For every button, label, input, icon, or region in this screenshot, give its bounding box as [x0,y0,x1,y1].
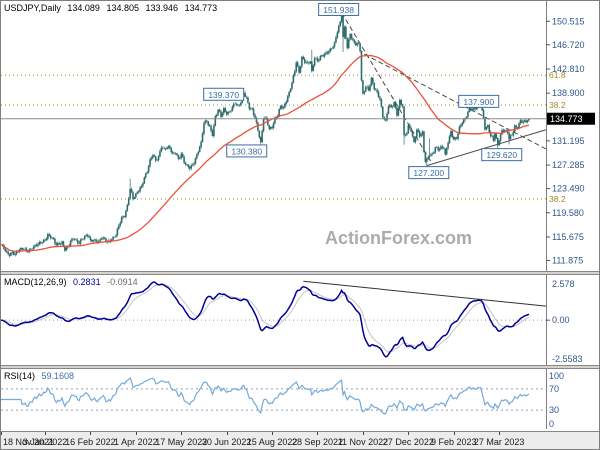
price-annotation-box[interactable] [226,144,268,158]
panel-splitter[interactable] [1,365,599,369]
macd-main-value: 0.2831 [73,277,101,287]
price-tick-label: 123.490 [552,184,585,194]
current-price-text: 134.773 [550,114,583,124]
price-tick-label: 119.580 [552,208,584,218]
rsi-header: RSI(14) 59.1608 [4,371,78,381]
date-tick [44,432,46,435]
fib-level-label: 38.2 [549,194,566,204]
date-label: 11 Nov 2022 [337,437,389,447]
price-annotation-text: 139.370 [208,90,239,100]
price-tick-label: 146.720 [552,40,585,50]
date-tick [226,432,228,435]
macd-label: MACD(12,26,9) [4,277,67,287]
date-axis[interactable]: 18 Nov 2021 3 Jan 2022 16 Feb 2022 1 Apr 20… [1,431,599,449]
panel-splitter[interactable] [1,271,599,275]
fib-level-label: 38.2 [549,100,566,110]
rsi-label: RSI(14) [4,371,36,381]
price-annotation-text: 137.900 [463,97,494,107]
low-value: 133.946 [145,3,179,13]
date-label: 16 Feb 2022 [65,437,116,447]
price-annotation-box[interactable] [203,87,245,101]
macd-tick-label: 2.578 [552,279,575,289]
price-tick-label: 111.875 [552,255,583,265]
price-tick-label: 127.285 [552,160,585,170]
date-tick [408,432,410,435]
rsi-tick-label: 100 [549,371,564,381]
price-tick-label: 115.675 [552,232,584,242]
open-value: 134.089 [67,3,100,13]
date-tick [362,432,364,435]
macd-header: MACD(12,26,9) 0.2831 -0.0914 [4,277,142,287]
trendline[interactable] [426,129,547,167]
symbol-ohlc-header: USDJPY,Daily 134.089 134.805 133.946 134… [4,3,221,13]
price-annotation-box[interactable] [408,166,450,180]
date-label: 27 Mar 2023 [473,437,525,447]
date-label: 27 Dec 2022 [382,437,434,447]
macd-signal-line [1,284,530,353]
date-tick [272,432,274,435]
date-tick [499,432,501,435]
trendline[interactable] [341,12,432,163]
date-tick [453,432,455,435]
trendline[interactable] [364,53,547,150]
macd-signal-value: -0.0914 [107,277,138,287]
watermark: ActionForex.com [325,228,473,248]
rsi-chart[interactable]: 100 70 30 0 [1,369,600,429]
date-label: 9 Feb 2023 [430,437,477,447]
price-annotation-box[interactable] [458,94,500,108]
price-tick-label: 131.195 [552,136,585,146]
close-value: 134.773 [184,3,218,13]
moving-average-line [1,54,530,253]
symbol-timeframe: USDJPY,Daily [4,3,61,13]
price-chart[interactable]: 61.8 38.2 38.2 151.938 139.370 130.380 137.900… [1,1,600,271]
macd-trendline[interactable] [303,280,547,307]
macd-main-line [1,281,530,358]
price-tick-label: 138.900 [552,88,585,98]
date-tick [1,432,2,435]
macd-tick-label: -2.5583 [552,354,583,364]
current-price-tag [547,112,595,125]
date-label: 30 Jun 2022 [201,437,252,447]
price-annotation-text: 129.620 [486,150,517,160]
price-annotation-text: 151.938 [323,5,354,15]
rsi-tick-label: 0 [549,419,554,429]
date-label: 3 Jan 2022 [22,437,68,447]
macd-tick-label: 0.00 [552,315,570,325]
date-tick [181,432,183,435]
high-value: 134.805 [106,3,139,13]
date-label: 15 Aug 2022 [246,437,298,447]
price-tick-label: 150.515 [552,16,585,26]
date-label: 28 Sep 2022 [291,437,344,447]
price-annotation-box[interactable] [318,2,360,16]
date-label: 17 May 2022 [155,437,208,447]
price-annotation-box[interactable] [481,148,523,162]
date-label: 18 Nov 2021 [3,437,55,447]
price-annotation-text: 127.200 [413,168,444,178]
macd-chart[interactable]: 2.578 0.00 -2.5583 [1,275,600,365]
rsi-tick-label: 70 [549,384,559,394]
price-tick-label: 142.810 [552,64,585,74]
rsi-tick-label: 30 [549,405,559,415]
date-tick [135,432,137,435]
rsi-line [1,377,530,415]
date-tick [317,432,319,435]
date-tick [90,432,92,435]
fib-level-label: 61.8 [549,70,566,80]
price-annotation-text: 130.380 [231,146,262,156]
date-label: 1 Apr 2022 [114,437,158,447]
rsi-value: 59.1608 [41,371,75,381]
